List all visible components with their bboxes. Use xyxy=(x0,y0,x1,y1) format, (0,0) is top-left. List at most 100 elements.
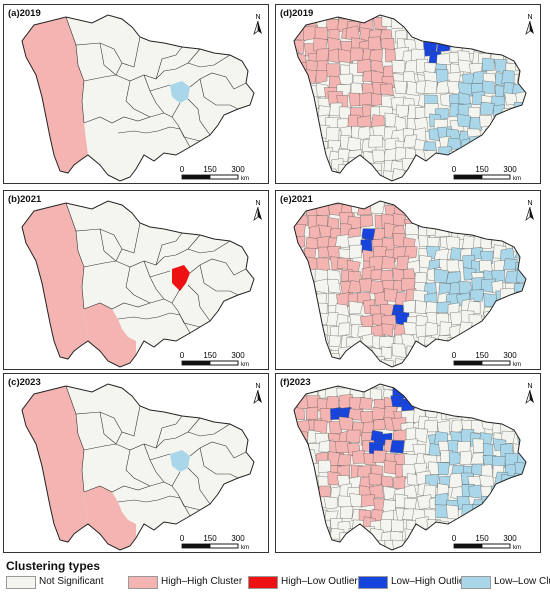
county-cell xyxy=(294,313,296,328)
county-cell xyxy=(494,19,508,34)
county-cell xyxy=(294,119,297,132)
county-cell xyxy=(393,80,407,95)
county-cell xyxy=(401,158,417,173)
county-cell xyxy=(294,429,299,445)
north-arrow-icon xyxy=(253,20,262,35)
county-cell xyxy=(505,148,520,163)
county-cell xyxy=(404,386,420,401)
county-cell xyxy=(437,384,452,389)
county-cell xyxy=(326,541,340,550)
county-cell xyxy=(348,280,363,293)
county-cell xyxy=(494,214,507,229)
legend-swatch xyxy=(128,576,158,589)
county-cell xyxy=(294,25,296,39)
county-cell xyxy=(494,384,507,398)
county-cell xyxy=(406,201,419,215)
scale-tick-label: 300 xyxy=(231,165,245,174)
county-cell xyxy=(294,268,295,281)
county-cell xyxy=(467,201,481,215)
county-cell xyxy=(479,115,493,128)
county-cell xyxy=(294,151,308,165)
panel-title-f: (f)2023 xyxy=(280,377,311,388)
county-cell xyxy=(294,326,295,340)
county-cell xyxy=(506,214,519,229)
county-cell xyxy=(448,395,461,410)
county-cell xyxy=(358,92,373,106)
county-cell xyxy=(417,347,432,360)
county-cell xyxy=(308,528,321,542)
county-cell xyxy=(361,358,374,367)
county-cell xyxy=(347,384,361,389)
county-cell xyxy=(455,528,469,541)
county-cell xyxy=(303,477,316,491)
county-cell xyxy=(501,15,514,20)
county-cell xyxy=(491,140,507,155)
county-cell xyxy=(438,215,453,231)
county-cell xyxy=(489,529,502,543)
region-low-low xyxy=(170,450,190,472)
county-cell xyxy=(446,504,459,520)
county-cell xyxy=(515,291,526,305)
county-cell xyxy=(306,147,319,161)
county-cell xyxy=(413,161,428,176)
county-cell xyxy=(315,48,330,63)
county-cell xyxy=(457,211,471,226)
county-cell xyxy=(294,484,299,499)
county-cell xyxy=(488,39,502,55)
county-cell xyxy=(455,148,471,159)
scale-tick-label: 0 xyxy=(452,534,457,543)
north-arrow-icon xyxy=(253,206,262,221)
north-arrow-icon xyxy=(525,389,534,404)
county-cell xyxy=(294,79,295,95)
province-boundary xyxy=(21,14,255,182)
county-cell xyxy=(348,92,361,107)
county-cell xyxy=(294,138,306,152)
county-cell xyxy=(294,301,295,316)
county-cell xyxy=(323,168,339,181)
county-cell xyxy=(392,213,407,227)
county-cell xyxy=(304,162,320,177)
county-cell xyxy=(304,69,318,84)
county-cell xyxy=(446,337,458,351)
county-cell xyxy=(445,404,460,420)
region-low-low xyxy=(170,81,190,103)
scale-tick-label: 300 xyxy=(503,351,517,360)
county-cell xyxy=(368,473,382,486)
county-cell xyxy=(294,498,295,512)
county-cell xyxy=(500,325,515,339)
county-cell xyxy=(417,168,430,181)
county-cell xyxy=(294,288,305,303)
county-cell xyxy=(470,335,483,349)
county-cell xyxy=(345,429,361,443)
county-cell xyxy=(325,396,339,410)
county-cell xyxy=(491,201,507,206)
legend-swatch xyxy=(6,576,36,589)
county-cell xyxy=(393,15,407,21)
county-cell xyxy=(445,28,459,42)
map-f: N 0 150 300 km xyxy=(281,383,534,553)
legend-label: Low–High Outlier xyxy=(391,576,468,587)
county-cell xyxy=(281,539,293,553)
county-cell xyxy=(391,59,406,74)
county-cell xyxy=(482,80,496,94)
county-cell xyxy=(512,101,526,117)
county-cell xyxy=(294,60,299,75)
legend-label: High–High Cluster xyxy=(161,576,243,587)
county-cell xyxy=(434,26,448,40)
county-cell xyxy=(317,476,331,489)
county-cell xyxy=(340,542,355,550)
county-cell xyxy=(338,48,353,64)
county-cell xyxy=(479,504,491,520)
county-cell xyxy=(294,235,306,250)
county-cell xyxy=(406,16,420,31)
county-cell xyxy=(450,38,463,53)
county-cell xyxy=(500,494,514,507)
county-cell xyxy=(501,226,516,242)
legend-swatch xyxy=(248,576,278,589)
county-cell xyxy=(437,420,451,436)
county-cell xyxy=(294,494,308,509)
county-cell xyxy=(446,201,461,207)
county-cell xyxy=(304,168,319,181)
county-cell xyxy=(327,353,342,367)
county-cell xyxy=(340,359,356,367)
